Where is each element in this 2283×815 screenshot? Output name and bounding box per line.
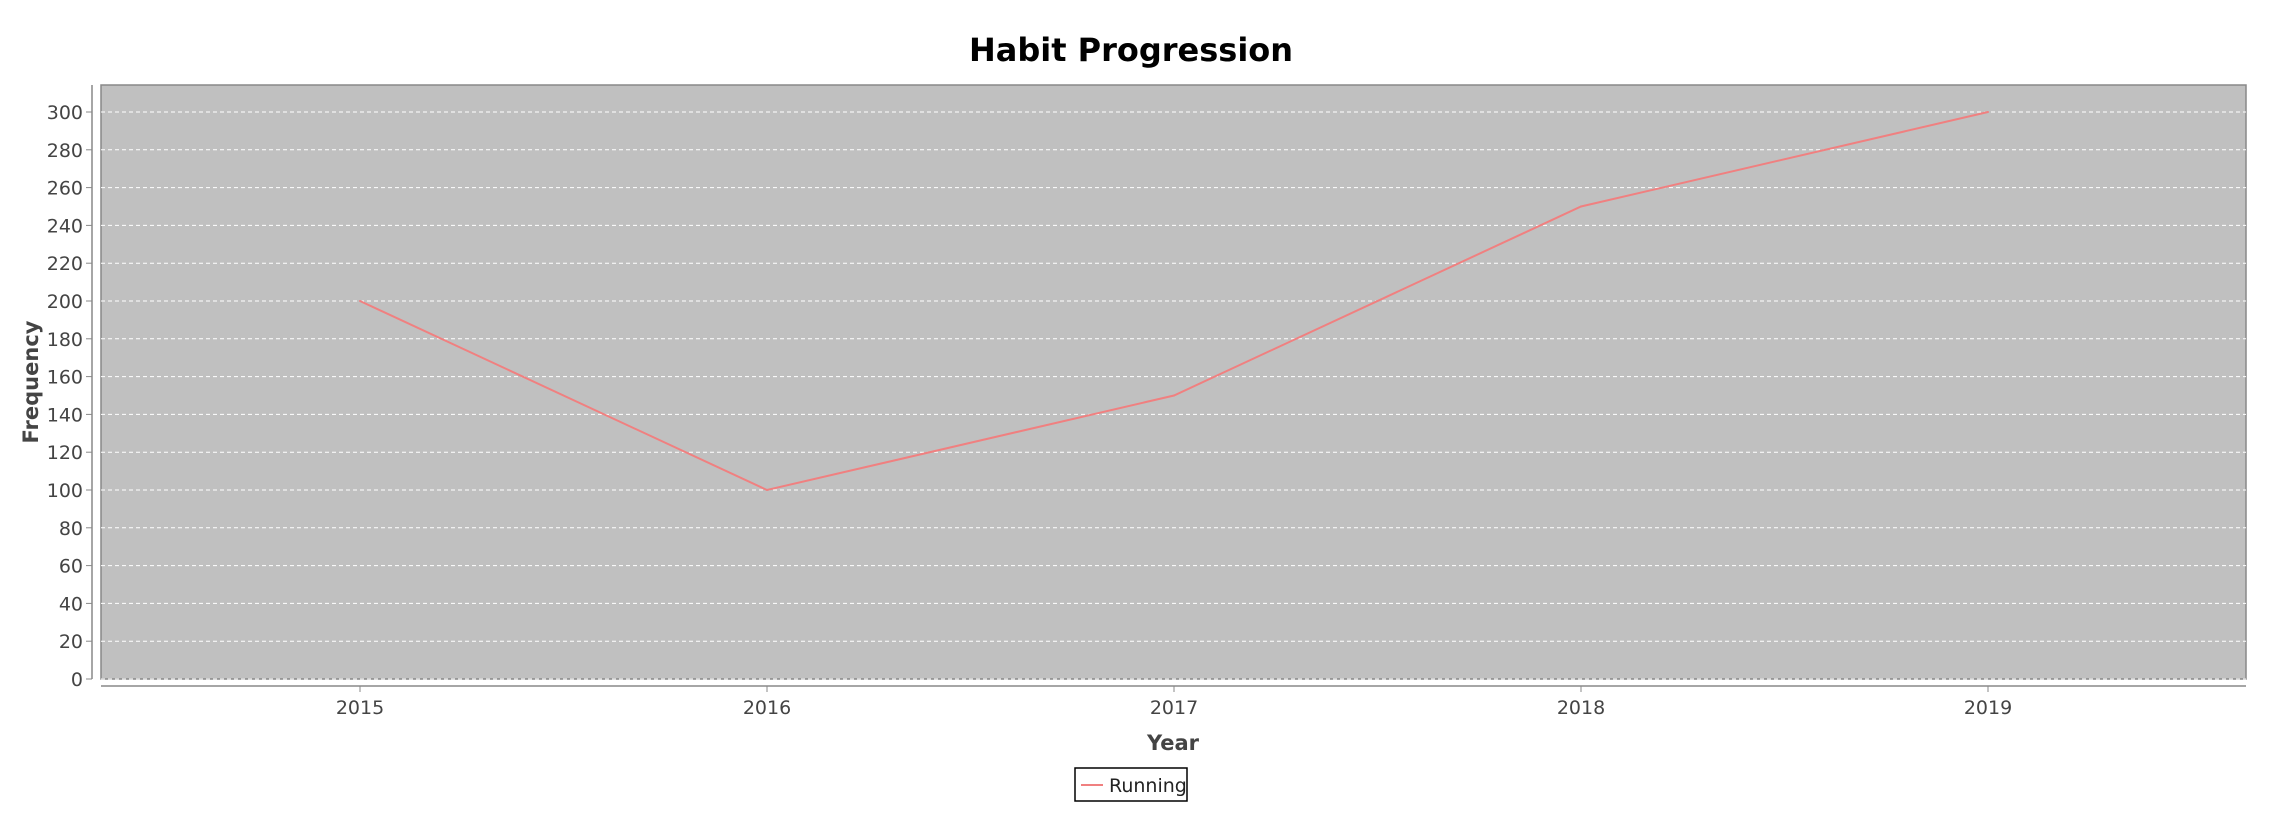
data-point-running-2019: [1987, 111, 1989, 113]
y-axis-ticks: 0 20 40 60 80 100 120 140 160 180 200 220 240 260 280 3…: [47, 102, 92, 691]
data-point-running-2015: [359, 300, 361, 302]
y-tick-label-0: 0: [71, 669, 83, 691]
y-tick-label-80: 80: [59, 518, 83, 540]
y-tick-label-60: 60: [59, 556, 83, 578]
y-tick-label-160: 160: [47, 367, 83, 389]
y-tick-label-300: 300: [47, 102, 83, 124]
x-tick-label-2018: 2018: [1557, 697, 1605, 719]
x-tick-label-2015: 2015: [336, 697, 384, 719]
y-axis-label: Frequency: [19, 320, 43, 443]
y-tick-label-100: 100: [47, 480, 83, 502]
x-axis-ticks: 2015 2016 2017 2018 2019: [336, 686, 2012, 719]
y-tick-label-220: 220: [47, 253, 83, 275]
legend-label-running: Running: [1109, 775, 1187, 797]
x-axis-label: Year: [1146, 731, 1200, 755]
y-tick-label-280: 280: [47, 140, 83, 162]
y-tick-label-260: 260: [47, 178, 83, 200]
y-tick-label-20: 20: [59, 631, 83, 653]
y-tick-label-40: 40: [59, 593, 83, 615]
y-tick-label-140: 140: [47, 404, 83, 426]
series-layer: [359, 111, 1989, 492]
y-tick-label-180: 180: [47, 329, 83, 351]
legend-box: [1074, 767, 1188, 802]
y-tick-label-200: 200: [47, 291, 83, 313]
y-tick-label-240: 240: [47, 215, 83, 237]
chart-title: Habit Progression: [969, 31, 1293, 69]
data-point-running-2016: [766, 489, 768, 491]
x-tick-label-2017: 2017: [1150, 697, 1198, 719]
data-point-running-2018: [1580, 205, 1582, 208]
data-point-running-2017: [1173, 394, 1175, 397]
y-tick-label-120: 120: [47, 442, 83, 464]
grid-lines: [101, 111, 2246, 680]
legend: Running: [1074, 767, 1188, 802]
plot-area: [100, 84, 2247, 680]
x-tick-label-2016: 2016: [743, 697, 791, 719]
x-tick-label-2019: 2019: [1964, 697, 2012, 719]
